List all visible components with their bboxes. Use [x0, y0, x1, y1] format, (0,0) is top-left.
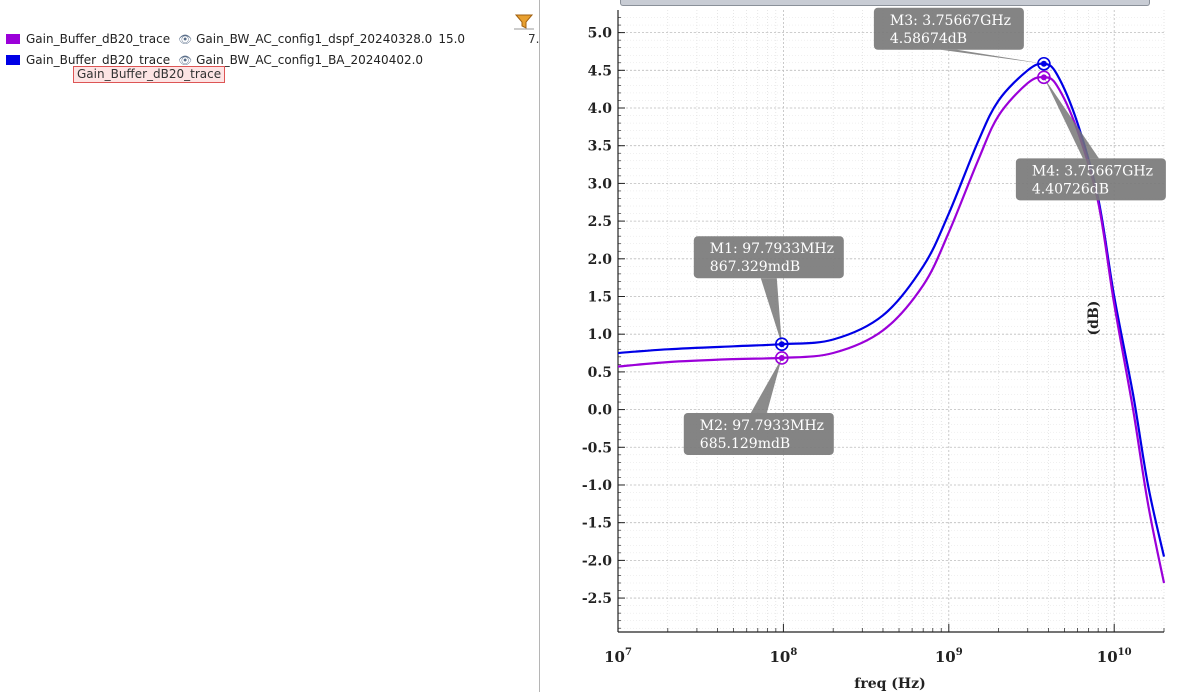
scrollbar[interactable]	[620, 0, 1150, 6]
eye-icon[interactable]: 👁	[178, 32, 193, 46]
marker-pointer	[940, 49, 1044, 64]
y-tick-label: 4.0	[588, 101, 613, 117]
marker-dot	[1040, 60, 1047, 67]
marker-label: M4: 3.75667GHz	[1032, 163, 1153, 179]
gain-chart[interactable]: 5.0 4.5 4.0 3.5 3.0 2.5 2.0 1.5 1.0 0.5 0.0 -0.5 -1.…	[540, 0, 1181, 692]
marker-box[interactable]	[1015, 158, 1166, 201]
legend-dataset-name: Gain_BW_AC_config1_BA_20240402.0	[196, 53, 424, 67]
y-tick-label: -1.5	[582, 516, 612, 532]
y-tick-label: 3.0	[588, 176, 613, 192]
y-tick-label: 0.0	[588, 403, 613, 419]
x-tick-label: 109	[935, 647, 963, 666]
legend-trace-name: Gain_Buffer_dB20_trace	[26, 32, 171, 46]
eye-icon[interactable]: 👁	[178, 53, 193, 67]
y-tick-label: -1.0	[582, 478, 612, 494]
marker-pointer	[1043, 77, 1099, 159]
marker-ring	[1037, 70, 1051, 85]
grid-minor	[618, 10, 1165, 632]
x-axis-label: freq (Hz)	[854, 676, 925, 692]
marker-dot	[1040, 74, 1047, 81]
x-tick-label: 107	[604, 647, 632, 666]
y-tick-label: 2.0	[588, 252, 613, 268]
marker-pointer	[750, 357, 782, 413]
legend-entry[interactable]: Gain_Buffer_dB20_trace 👁 Gain_BW_AC_conf…	[6, 31, 465, 47]
x-tick-label: 108	[769, 647, 797, 666]
truncated-value: 7.	[528, 32, 540, 46]
marker-box[interactable]	[873, 7, 1024, 50]
legend-dataset-name: Gain_BW_AC_config1_dspf_20240328.0	[196, 32, 433, 46]
marker-ring	[775, 351, 789, 365]
filter-icon[interactable]	[514, 12, 534, 30]
y-tick-label: 0.5	[588, 365, 612, 381]
legend-extra-value: 15.0	[438, 32, 466, 46]
legend-swatch-icon	[6, 55, 20, 65]
marker-ring	[775, 337, 789, 352]
legend-swatch-icon	[6, 34, 20, 44]
y-tick-label: 4.5	[588, 63, 612, 79]
marker-value: 685.129mdB	[700, 436, 790, 452]
marker-value: 4.58674dB	[890, 31, 967, 47]
marker-layer: M1: 97.7933MHz 867.329mdB M2: 97.7933MHz 68…	[683, 7, 1166, 455]
marker-box[interactable]	[693, 236, 844, 279]
marker-pointer	[760, 278, 782, 345]
marker-label: M2: 97.7933MHz	[700, 418, 824, 434]
y-tick-label: -2.0	[582, 553, 612, 569]
y-axis-label: (dB)	[1086, 301, 1102, 336]
panel-divider[interactable]	[539, 0, 540, 692]
y-tick-label: 5.0	[588, 26, 613, 42]
marker-box[interactable]	[683, 412, 834, 455]
y-tick-label: 1.0	[588, 327, 613, 343]
y-tick-label: -0.5	[582, 440, 612, 456]
axes: 5.0 4.5 4.0 3.5 3.0 2.5 2.0 1.5 1.0 0.5 0.0 -0.5 -1.…	[582, 10, 1165, 666]
legend-tooltip: Gain_Buffer_dB20_trace	[73, 66, 226, 83]
marker-label: M3: 3.75667GHz	[890, 13, 1011, 29]
legend-entry[interactable]: Gain_Buffer_dB20_trace 👁 Gain_BW_AC_conf…	[6, 52, 423, 68]
y-tick-label: 2.5	[588, 214, 612, 230]
grid-major	[617, 10, 1164, 632]
y-tick-label: 1.5	[588, 289, 612, 305]
marker-value: 867.329mdB	[710, 259, 800, 275]
marker-value: 4.40726dB	[1032, 181, 1109, 197]
marker-dot	[778, 341, 785, 348]
x-tick-label: 1010	[1097, 647, 1132, 666]
marker-ring	[1037, 56, 1051, 71]
marker-label: M1: 97.7933MHz	[710, 241, 834, 257]
legend-panel: Gain_Buffer_dB20_trace 👁 Gain_BW_AC_conf…	[0, 0, 520, 692]
marker-dot	[778, 354, 785, 361]
y-tick-label: 3.5	[588, 139, 612, 155]
legend-trace-name: Gain_Buffer_dB20_trace	[26, 53, 171, 67]
y-tick-label: -2.5	[582, 591, 612, 607]
